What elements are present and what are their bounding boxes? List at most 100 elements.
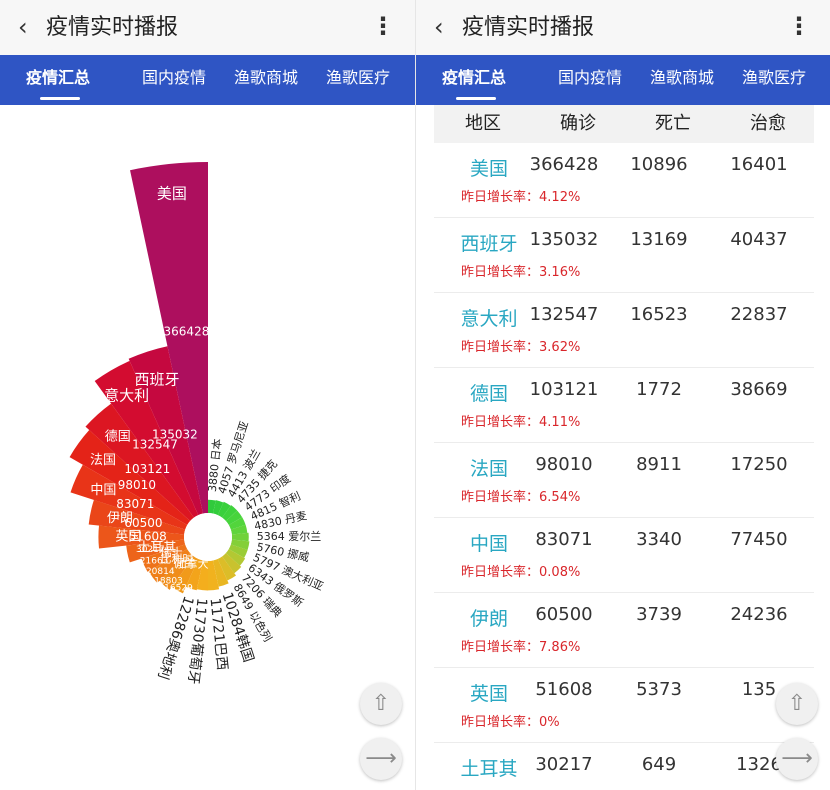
tab-active-indicator (40, 97, 80, 100)
rose-slice[interactable] (222, 553, 242, 574)
rose-slice[interactable] (148, 549, 191, 583)
cell-confirmed: 30217 (535, 754, 593, 775)
rose-slice[interactable] (230, 524, 248, 535)
rose-slice[interactable] (217, 556, 237, 581)
slice-category-label: 比利时 (160, 553, 193, 566)
tab-mall[interactable]: 渔歌商城 (234, 68, 299, 87)
rose-slice[interactable] (128, 346, 204, 516)
slice-value-label: 18803 (154, 576, 183, 586)
screen-table: ‹ 疫情实时播报 ⋮ 疫情汇总 国内疫情 渔歌商城 渔歌医疗 地区 确诊 死亡 … (415, 0, 830, 790)
rose-slice[interactable] (159, 553, 194, 590)
growth-value: 0% (539, 715, 560, 730)
arrow-up-icon[interactable]: ⇧ (360, 683, 402, 725)
table-row[interactable]: 土耳其 30217 649 1326 (434, 743, 814, 790)
slice-category-label: 瑞士 (161, 545, 183, 559)
slice-category-label: 中国 (90, 483, 116, 498)
table-row[interactable]: 英国 51608 5373 135 昨日增长率：0% (434, 668, 814, 743)
growth-rate: 昨日增长率：7.86% (461, 639, 580, 657)
growth-label: 昨日增长率： (461, 265, 540, 280)
rose-slice[interactable] (225, 549, 246, 566)
slice-category-label: 荷兰 (173, 556, 195, 569)
tab-medical[interactable]: 渔歌医疗 (326, 68, 391, 87)
share-icon[interactable]: ⟶ (776, 738, 818, 780)
chevron-left-icon[interactable]: ‹ (434, 13, 444, 41)
rose-slice[interactable] (69, 430, 191, 525)
table-row[interactable]: 德国 103121 1772 38669 昨日增长率：4.11% (434, 368, 814, 443)
slice-category-label: 德国 (105, 429, 131, 444)
rose-slice[interactable] (94, 360, 199, 518)
slice-outer-label: 3880 日本 (205, 438, 225, 493)
slice-value-label: 51608 (129, 530, 167, 544)
chevron-left-icon[interactable]: ‹ (18, 13, 28, 41)
page-title: 疫情实时播报 (46, 15, 179, 40)
cell-deaths: 16523 (630, 304, 688, 325)
tab-domestic[interactable]: 国内疫情 (558, 68, 623, 87)
cell-deaths: 649 (641, 754, 677, 775)
cell-cured: 24236 (730, 604, 788, 625)
cell-cured: 1326 (736, 754, 782, 775)
header-region: 地区 (465, 113, 501, 134)
rose-slice[interactable] (208, 560, 220, 591)
rose-slice[interactable] (230, 539, 250, 550)
slice-value-label: 60500 (124, 516, 162, 530)
slice-value-label: 366428 (164, 324, 210, 338)
rose-slice[interactable] (212, 558, 229, 587)
tab-summary[interactable]: 疫情汇总 (26, 68, 91, 87)
more-vertical-icon[interactable]: ⋮ (371, 12, 395, 40)
rose-slice[interactable] (222, 505, 238, 521)
rose-slice[interactable] (228, 544, 248, 558)
slice-value-label: 135032 (152, 427, 198, 441)
cell-deaths: 3340 (636, 529, 682, 550)
slice-value-label: 30217 (136, 545, 165, 555)
rose-slice[interactable] (70, 464, 188, 530)
table-row[interactable]: 中国 83071 3340 77450 昨日增长率：0.08% (434, 518, 814, 593)
growth-rate: 昨日增长率：3.62% (461, 339, 580, 357)
growth-value: 3.16% (539, 265, 581, 280)
tab-summary[interactable]: 疫情汇总 (442, 68, 507, 87)
rose-slice[interactable] (98, 525, 185, 549)
table-row[interactable]: 法国 98010 8911 17250 昨日增长率：6.54% (434, 443, 814, 518)
rose-slice[interactable] (231, 532, 249, 542)
growth-label: 昨日增长率： (461, 565, 540, 580)
rose-slice[interactable] (217, 501, 231, 518)
rose-slice[interactable] (185, 558, 204, 591)
rose-slice[interactable] (171, 556, 199, 594)
tab-domestic[interactable]: 国内疫情 (142, 68, 207, 87)
rose-slice[interactable] (130, 162, 208, 514)
tab-mall[interactable]: 渔歌商城 (650, 68, 715, 87)
cell-cured: 16401 (730, 154, 788, 175)
growth-label: 昨日增长率： (461, 340, 540, 355)
rose-slice[interactable] (208, 499, 216, 514)
growth-value: 6.54% (539, 490, 581, 505)
cell-region: 伊朗 (469, 608, 508, 630)
rose-slice[interactable] (85, 403, 194, 521)
growth-label: 昨日增长率： (461, 640, 540, 655)
rose-slice[interactable] (228, 517, 246, 530)
table-row[interactable]: 意大利 132547 16523 22837 昨日增长率：3.62% (434, 293, 814, 368)
rose-slice[interactable] (88, 499, 186, 535)
rose-slice[interactable] (141, 544, 188, 572)
tab-active-indicator (456, 97, 496, 100)
cell-cured: 135 (741, 679, 777, 700)
growth-rate: 昨日增长率：6.54% (461, 489, 580, 507)
slice-value-label: 20814 (146, 567, 175, 577)
growth-label: 昨日增长率： (461, 190, 540, 205)
cell-deaths: 10896 (630, 154, 688, 175)
table-row[interactable]: 西班牙 135032 13169 40437 昨日增长率：3.16% (434, 218, 814, 293)
rose-slice[interactable] (225, 510, 243, 525)
rose-slice[interactable] (196, 560, 208, 591)
arrow-up-icon[interactable]: ⇧ (776, 683, 818, 725)
more-vertical-icon[interactable]: ⋮ (787, 12, 811, 40)
slice-outer-label: 11721巴西 (206, 597, 229, 671)
cell-confirmed: 366428 (529, 154, 599, 175)
table-row[interactable]: 美国 366428 10896 16401 昨日增长率：4.12% (434, 143, 814, 218)
cell-confirmed: 83071 (535, 529, 593, 550)
growth-value: 0.08% (539, 565, 581, 580)
table-header: 地区 确诊 死亡 治愈 (434, 105, 814, 143)
tab-medical[interactable]: 渔歌医疗 (742, 68, 807, 87)
share-icon[interactable]: ⟶ (360, 738, 402, 780)
table-row[interactable]: 伊朗 60500 3739 24236 昨日增长率：7.86% (434, 593, 814, 668)
growth-label: 昨日增长率： (461, 415, 540, 430)
rose-slice[interactable] (212, 500, 224, 516)
rose-slice[interactable] (126, 539, 186, 563)
